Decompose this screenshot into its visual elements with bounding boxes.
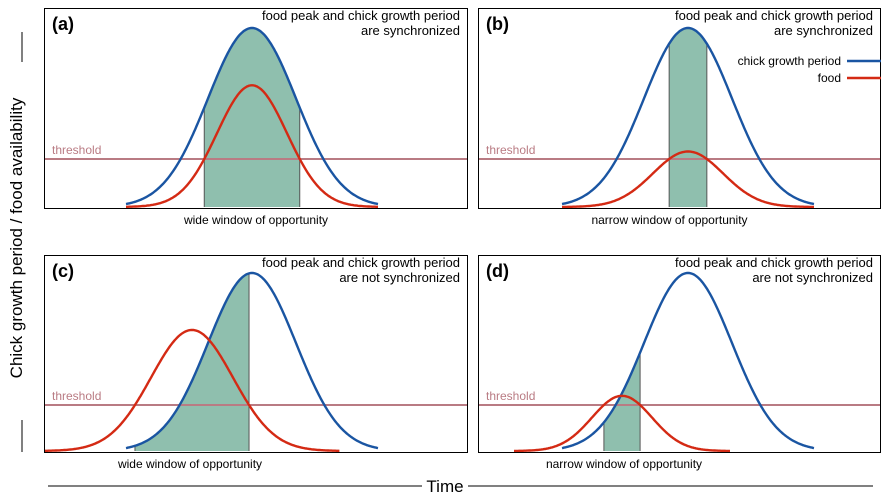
panel-a: threshold (a) food peak and chick growth p… [44,8,468,227]
threshold-label: threshold [486,143,535,157]
caption-line-2: are synchronized [774,23,873,38]
window-of-opportunity-area [603,352,641,451]
caption-line-2: are not synchronized [339,270,460,285]
threshold-label: threshold [52,143,101,157]
panels: threshold (a) food peak and chick growth p… [44,8,881,471]
caption-line-1: food peak and chick growth period [262,255,460,270]
window-of-opportunity-area [669,28,707,207]
panel-tag: (c) [52,261,74,281]
panel-tag: (b) [486,14,509,34]
window-of-opportunity-area [204,28,300,207]
panel-tag: (d) [486,261,509,281]
panel-frame [44,255,468,453]
food-curve [126,84,378,208]
legend: chick growth period food [738,54,881,85]
panel-frame [44,8,468,209]
panel-b: threshold (b) food peak and chick growth p… [478,8,881,227]
window-label: wide window of opportunity [183,213,328,227]
panel-d: threshold (d) food peak and chick growth p… [478,255,881,471]
legend-chick-label: chick growth period [738,54,841,68]
caption-line-1: food peak and chick growth period [675,8,873,23]
caption-line-1: food peak and chick growth period [675,255,873,270]
food-curve [44,328,340,452]
threshold-label: threshold [486,389,535,403]
legend-food-label: food [818,71,841,85]
window-label: narrow window of opportunity [546,457,702,471]
caption-line-1: food peak and chick growth period [262,8,460,23]
food-curve [562,150,814,209]
window-label: narrow window of opportunity [591,213,747,227]
chick-growth-curve [561,26,815,206]
chick-growth-curve [561,271,815,450]
x-axis: Time [48,477,873,496]
window-label: wide window of opportunity [117,457,262,471]
panel-c: threshold (c) food peak and chick growth p… [44,255,468,471]
chick-growth-curve [125,26,379,206]
y-axis-label: Chick growth period / food availability [7,97,26,378]
panel-tag: (a) [52,14,74,34]
chick-growth-curve [125,271,379,450]
window-of-opportunity-area [135,273,249,451]
threshold-label: threshold [52,389,101,403]
food-curve [514,394,730,453]
caption-line-2: are synchronized [361,23,460,38]
panel-frame [478,255,881,453]
y-axis: Chick growth period / food availability [7,32,26,452]
x-axis-label: Time [426,477,463,496]
caption-line-2: are not synchronized [752,270,873,285]
